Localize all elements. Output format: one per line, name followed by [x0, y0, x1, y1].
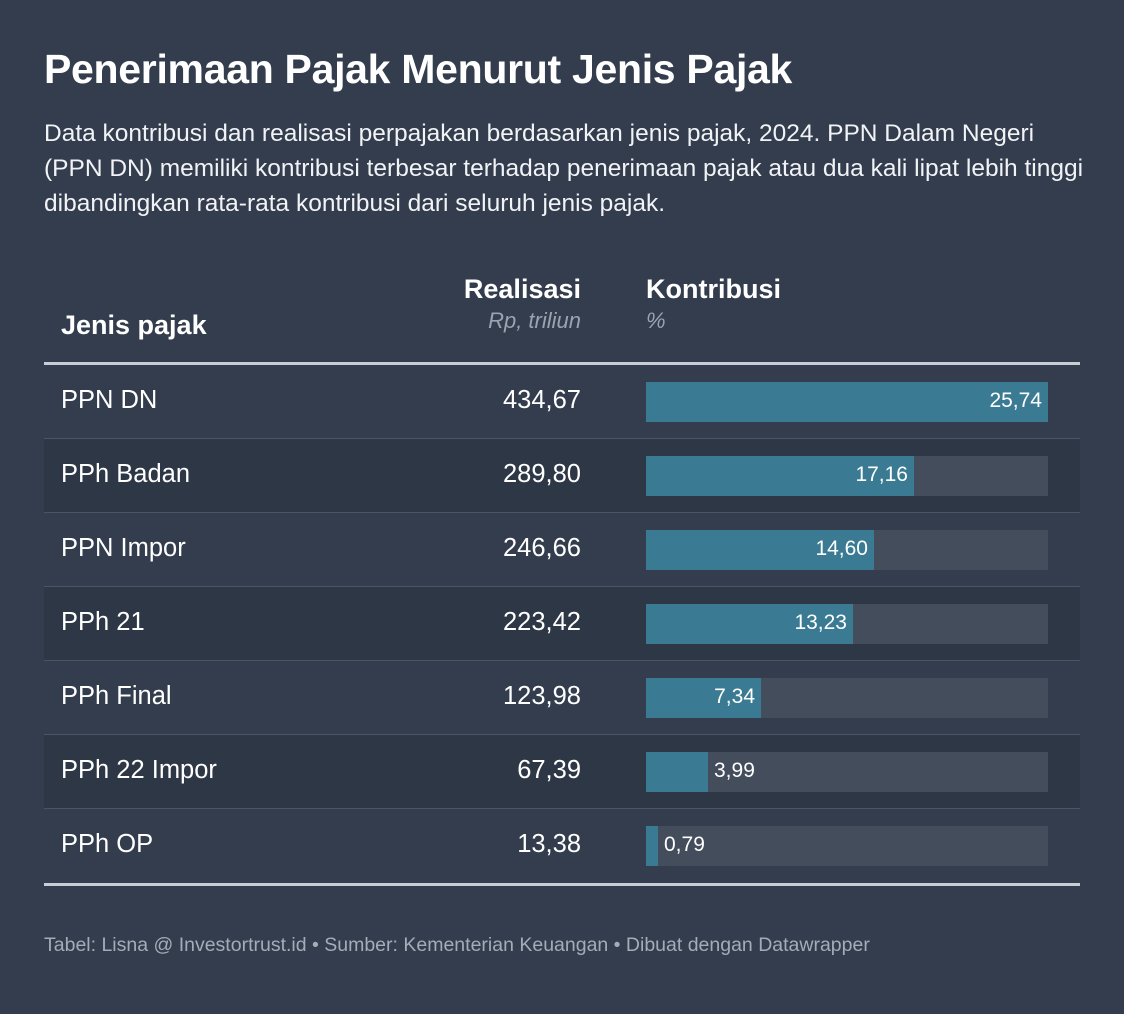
header-realisasi-label: Realisasi	[463, 274, 581, 304]
kontribusi-bar-track: 13,23	[646, 604, 1048, 644]
jenis-pajak-cell: PPN DN	[61, 386, 158, 414]
realisasi-cell: 123,98	[503, 682, 581, 710]
kontribusi-bar-track: 0,79	[646, 826, 1048, 866]
realisasi-cell: 246,66	[503, 534, 581, 562]
jenis-pajak-cell: PPh 22 Impor	[61, 756, 217, 784]
header-jenis-pajak: Jenis pajak	[61, 310, 207, 340]
table-row: PPh Final 123,98 7,34	[44, 661, 1080, 735]
jenis-pajak-cell: PPh Badan	[61, 460, 191, 488]
jenis-pajak-cell: PPh Final	[61, 682, 172, 710]
realisasi-cell: 223,42	[503, 608, 581, 636]
kontribusi-bar	[646, 456, 914, 496]
table-row: PPN DN 434,67 25,74	[44, 365, 1080, 439]
footer-credit: Tabel: Lisna @ Investortrust.id • Sumber…	[44, 934, 870, 956]
realisasi-cell: 67,39	[517, 756, 581, 784]
kontribusi-bar-track: 25,74	[646, 382, 1048, 422]
table-row: PPh Badan 289,80 17,16	[44, 439, 1080, 513]
header-kontribusi: Kontribusi %	[646, 272, 781, 336]
kontribusi-bar	[646, 678, 761, 718]
jenis-pajak-cell: PPh 21	[61, 608, 145, 636]
header-realisasi: Realisasi Rp, triliun	[464, 272, 581, 336]
kontribusi-value-label: 0,79	[664, 833, 705, 856]
kontribusi-bar	[646, 382, 1048, 422]
jenis-pajak-cell: PPh OP	[61, 830, 154, 858]
jenis-pajak-cell: PPN Impor	[61, 534, 186, 562]
kontribusi-bar	[646, 604, 853, 644]
kontribusi-value-label: 17,16	[855, 463, 908, 486]
kontribusi-bar-track: 14,60	[646, 530, 1048, 570]
kontribusi-value-label: 7,34	[714, 685, 755, 708]
table-body: PPN DN 434,67 25,74 PPh Badan 289,80 17,16 PPN…	[44, 365, 1080, 883]
table-row: PPh 22 Impor 67,39 3,99	[44, 735, 1080, 809]
kontribusi-bar	[646, 530, 874, 570]
header-divider	[44, 362, 1080, 365]
table-header: Jenis pajak Realisasi Rp, triliun Kontri…	[44, 262, 1080, 362]
kontribusi-bar-track: 17,16	[646, 456, 1048, 496]
table-row: PPh 21 223,42 13,23	[44, 587, 1080, 661]
table-bottom-divider	[44, 883, 1080, 886]
kontribusi-value-label: 13,23	[794, 611, 847, 634]
kontribusi-value-label: 3,99	[714, 759, 755, 782]
realisasi-cell: 13,38	[517, 830, 581, 858]
chart-subtitle: Data kontribusi dan realisasi perpajakan…	[44, 120, 1084, 217]
table-row: PPh OP 13,38 0,79	[44, 809, 1080, 883]
table-row: PPN Impor 246,66 14,60	[44, 513, 1080, 587]
kontribusi-bar	[646, 826, 658, 866]
kontribusi-value-label: 14,60	[815, 537, 868, 560]
header-realisasi-unit: Rp, triliun	[488, 308, 581, 333]
tax-table: Jenis pajak Realisasi Rp, triliun Kontri…	[44, 262, 1080, 886]
realisasi-cell: 434,67	[503, 386, 581, 414]
header-kontribusi-label: Kontribusi	[646, 274, 781, 304]
realisasi-cell: 289,80	[503, 460, 581, 488]
header-kontribusi-unit: %	[646, 308, 666, 333]
kontribusi-bar-track: 3,99	[646, 752, 1048, 792]
kontribusi-value-label: 25,74	[989, 389, 1042, 412]
kontribusi-bar	[646, 752, 708, 792]
kontribusi-bar-track: 7,34	[646, 678, 1048, 718]
chart-title: Penerimaan Pajak Menurut Jenis Pajak	[44, 46, 793, 92]
